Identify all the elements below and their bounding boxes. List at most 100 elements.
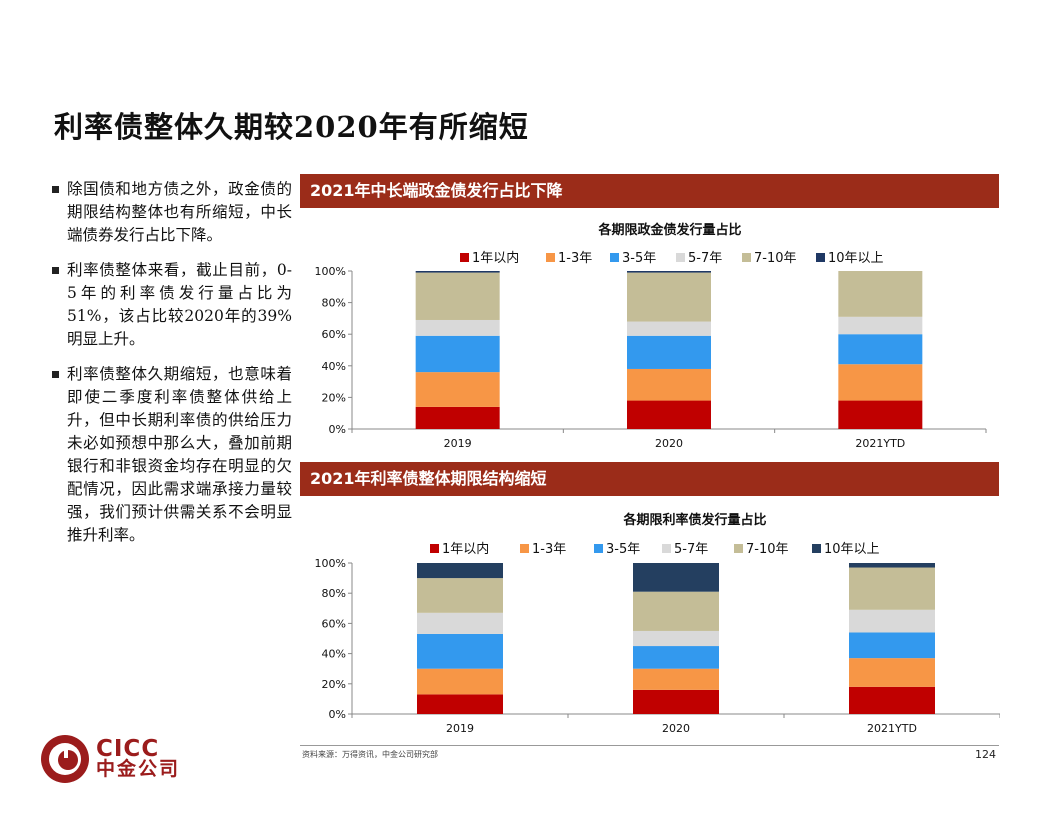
bar-segment xyxy=(838,364,923,401)
bullet-text: 除国债和地方债之外，政金债的期限结构整体也有所缩短，中长端债券发行占比下降。 xyxy=(67,180,292,244)
logo-chinese: 中金公司 xyxy=(96,758,181,780)
legend-swatch xyxy=(742,253,751,262)
bar-segment xyxy=(633,591,719,631)
x-tick-label: 2021YTD xyxy=(855,437,905,450)
bar-segment xyxy=(415,372,500,407)
y-tick-label: 40% xyxy=(322,648,346,661)
legend-swatch xyxy=(520,544,529,553)
bar-segment xyxy=(633,689,719,714)
chart-title: 各期限利率债发行量占比 xyxy=(622,512,766,528)
page-number: 124 xyxy=(975,748,996,761)
chart-policy-bank-bonds: 各期限政金债发行量占比 1年以内 1-3年 3-5年 5-7年 7-10年 10年以上 0% 2… xyxy=(300,210,1000,460)
bar-segment xyxy=(627,335,711,369)
bar-segment xyxy=(627,368,711,401)
x-tick-label: 2021YTD xyxy=(867,722,917,735)
bar-segment xyxy=(838,400,923,429)
bar-segment xyxy=(627,271,711,273)
bar-segment xyxy=(633,563,719,592)
y-tick-label: 80% xyxy=(322,587,346,600)
bar-segment xyxy=(838,316,923,335)
bar-segment xyxy=(849,567,935,610)
legend-label: 10年以上 xyxy=(824,542,880,557)
bullet-list: 除国债和地方债之外，政金债的期限结构整体也有所缩短，中长端债券发行占比下降。 利… xyxy=(52,178,292,559)
bar-segment xyxy=(633,630,719,647)
legend-label: 5-7年 xyxy=(674,542,708,557)
bar-segment xyxy=(838,334,923,365)
bullet-text: 利率债整体来看，截止目前，0-5年的利率债发行量占比为51%，该占比较2020年… xyxy=(67,261,292,348)
legend-swatch xyxy=(676,253,685,262)
section-header-policy-bank: 2021年中长端政金债发行占比下降 xyxy=(300,174,999,208)
bar-segment xyxy=(417,668,503,695)
legend-swatch xyxy=(460,253,469,262)
logo-english: CICC xyxy=(96,736,160,762)
bar-segment xyxy=(838,271,923,317)
bar-segment xyxy=(415,406,500,429)
section-header-rate-bonds: 2021年利率债整体期限结构缩短 xyxy=(300,462,999,496)
square-bullet-icon xyxy=(52,267,59,274)
bar-segment xyxy=(417,578,503,613)
bullet-item: 利率债整体来看，截止目前，0-5年的利率债发行量占比为51%，该占比较2020年… xyxy=(52,259,292,351)
y-tick-label: 100% xyxy=(315,557,346,570)
cicc-logo: CICC 中金公司 xyxy=(40,734,180,784)
square-bullet-icon xyxy=(52,186,59,193)
y-tick-label: 20% xyxy=(322,391,346,404)
page-title: 利率债整体久期较2020年有所缩短 xyxy=(54,110,529,144)
bullet-item: 除国债和地方债之外，政金债的期限结构整体也有所缩短，中长端债券发行占比下降。 xyxy=(52,178,292,247)
bar-segment xyxy=(415,271,500,273)
y-tick-label: 0% xyxy=(329,423,346,436)
chart-policy-bank-svg: 各期限政金债发行量占比 1年以内 1-3年 3-5年 5-7年 7-10年 10年以上 0% 2… xyxy=(315,222,987,450)
x-tick-label: 2019 xyxy=(444,437,472,450)
y-tick-label: 40% xyxy=(322,360,346,373)
bar-segment xyxy=(627,272,711,322)
bar-segment xyxy=(849,563,935,568)
bar-segment xyxy=(417,694,503,714)
bar-segment xyxy=(417,563,503,579)
bar-segment xyxy=(415,335,500,373)
cicc-logo-icon xyxy=(41,735,89,783)
legend-label: 5-7年 xyxy=(688,251,722,266)
x-tick-label: 2020 xyxy=(662,722,690,735)
bar-segment xyxy=(849,609,935,633)
bar-segment xyxy=(627,400,711,429)
legend-swatch xyxy=(816,253,825,262)
square-bullet-icon xyxy=(52,371,59,378)
legend-label: 1-3年 xyxy=(558,251,592,266)
y-tick-label: 60% xyxy=(322,328,346,341)
bullet-item: 利率债整体久期缩短，也意味着即使二季度利率债整体供给上升，但中长期利率债的供给压… xyxy=(52,363,292,547)
legend-swatch xyxy=(734,544,743,553)
y-tick-label: 0% xyxy=(329,708,346,721)
bar-segment xyxy=(417,633,503,669)
legend-label: 7-10年 xyxy=(746,542,789,557)
chart-rate-bonds-svg: 各期限利率债发行量占比 1年以内 1-3年 3-5年 5-7年 7-10年 10年以上 0% 2… xyxy=(315,512,1000,735)
bar-segment xyxy=(849,686,935,714)
legend-swatch xyxy=(610,253,619,262)
bar-segment xyxy=(633,646,719,669)
source-note: 资料来源：万得资讯，中金公司研究部 xyxy=(302,750,438,759)
chart-rate-bonds: 各期限利率债发行量占比 1年以内 1-3年 3-5年 5-7年 7-10年 10年以上 0% 2… xyxy=(300,500,1000,745)
chart-title: 各期限政金债发行量占比 xyxy=(597,222,741,238)
bullet-text: 利率债整体久期缩短，也意味着即使二季度利率债整体供给上升，但中长期利率债的供给压… xyxy=(67,365,292,544)
legend-label: 7-10年 xyxy=(754,251,797,266)
x-tick-label: 2019 xyxy=(446,722,474,735)
bar-segment xyxy=(417,612,503,634)
legend-label: 3-5年 xyxy=(606,542,640,557)
legend-swatch xyxy=(594,544,603,553)
bar-segment xyxy=(627,321,711,336)
bar-segment xyxy=(633,668,719,690)
legend-label: 1-3年 xyxy=(532,542,566,557)
y-tick-label: 60% xyxy=(322,617,346,630)
legend-swatch xyxy=(662,544,671,553)
legend-swatch xyxy=(430,544,439,553)
bar-segment xyxy=(415,272,500,320)
y-tick-label: 80% xyxy=(322,297,346,310)
bar-segment xyxy=(415,319,500,336)
legend-label: 10年以上 xyxy=(828,251,884,266)
y-tick-label: 100% xyxy=(315,265,346,278)
legend-label: 1年以内 xyxy=(472,250,519,266)
legend-swatch xyxy=(546,253,555,262)
legend-label: 3-5年 xyxy=(622,251,656,266)
bar-segment xyxy=(849,632,935,659)
legend-label: 1年以内 xyxy=(442,541,489,557)
y-tick-label: 20% xyxy=(322,678,346,691)
footer-divider xyxy=(300,745,999,746)
